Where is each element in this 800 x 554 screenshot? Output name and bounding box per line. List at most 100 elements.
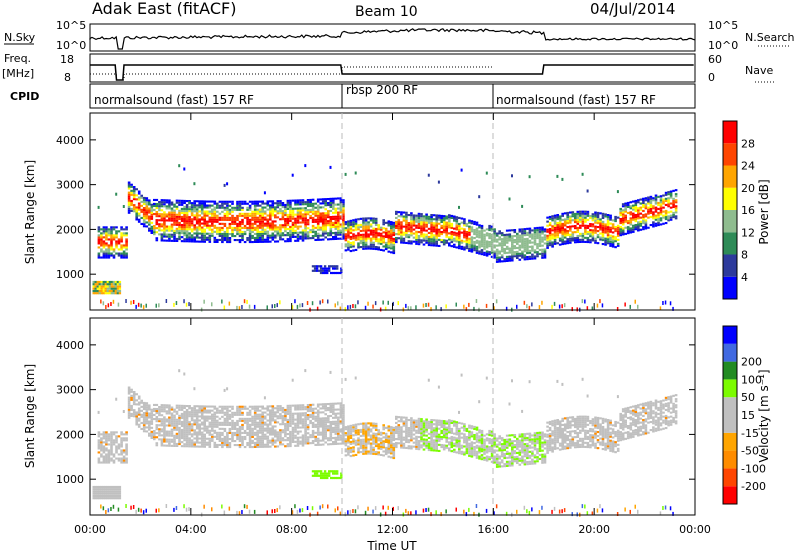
power-cell <box>357 244 360 247</box>
power-cell <box>221 226 224 229</box>
power-cell <box>652 225 655 228</box>
power-cell <box>458 239 461 242</box>
velocity-cell <box>349 451 353 454</box>
power-cell <box>402 217 406 220</box>
power-cell <box>316 224 320 227</box>
power-cell <box>637 227 640 230</box>
power-cell <box>516 304 518 309</box>
power-cell <box>206 222 209 225</box>
power-cell <box>183 216 186 219</box>
velocity-cell <box>165 438 169 441</box>
velocity-cell <box>213 425 217 428</box>
velocity-cell <box>306 436 310 439</box>
power-cell <box>442 219 446 222</box>
power-cell <box>223 183 226 187</box>
power-cell <box>420 231 423 234</box>
power-cell <box>148 207 151 210</box>
power-cell <box>163 221 166 224</box>
power-cell <box>546 244 549 247</box>
velocity-cell <box>231 436 234 439</box>
power-cell <box>221 210 224 213</box>
power-cell <box>170 235 174 238</box>
power-cell <box>248 204 252 207</box>
power-cell <box>97 226 101 229</box>
power-cell <box>442 243 446 246</box>
velocity-cell <box>238 407 242 410</box>
power-cell <box>221 239 224 242</box>
power-cell <box>102 301 105 306</box>
power-cell <box>478 240 481 243</box>
power-cell <box>296 304 299 309</box>
velocity-cell <box>276 508 278 513</box>
power-cell <box>558 225 562 228</box>
power-cell <box>299 203 302 206</box>
velocity-cell <box>352 434 355 437</box>
power-cell <box>662 222 665 225</box>
velocity-cell <box>251 431 254 434</box>
power-cell <box>364 229 368 232</box>
power-cell <box>137 214 141 217</box>
power-cell <box>485 228 489 231</box>
power-cell <box>334 207 338 210</box>
power-cell <box>301 219 305 222</box>
velocity-cell <box>130 394 133 397</box>
power-cell <box>468 225 471 228</box>
velocity-cell <box>342 422 345 425</box>
power-cell <box>271 222 275 225</box>
velocity-cell <box>243 429 247 432</box>
power-cell <box>410 212 413 215</box>
power-cell <box>395 237 398 240</box>
power-cell <box>352 225 355 228</box>
velocity-cell <box>304 408 307 411</box>
power-cell <box>621 233 625 236</box>
power-cell <box>289 217 292 220</box>
power-cell <box>347 240 350 243</box>
power-cell <box>611 241 615 244</box>
velocity-cell <box>337 436 340 439</box>
power-cell <box>427 237 431 240</box>
power-cell <box>586 236 590 239</box>
velocity-cell <box>299 408 302 411</box>
power-cell <box>367 217 370 220</box>
power-cell <box>566 219 569 222</box>
power-cell <box>238 212 242 215</box>
power-cell <box>97 234 101 237</box>
power-cell <box>654 222 658 225</box>
power-cell <box>198 222 201 225</box>
power-cell <box>372 304 374 309</box>
power-cell <box>294 225 297 228</box>
velocity-cell <box>221 411 224 414</box>
power-cell <box>190 220 194 223</box>
power-cell <box>556 222 559 225</box>
power-cell <box>407 240 411 243</box>
power-cell <box>637 225 640 228</box>
power-cell <box>518 254 522 257</box>
power-cell <box>279 226 282 229</box>
power-cell <box>116 287 120 290</box>
power-cell <box>591 306 594 311</box>
power-cell <box>180 209 184 212</box>
velocity-cell <box>140 409 143 412</box>
power-cell <box>485 240 489 243</box>
power-cell <box>485 232 489 235</box>
power-cell <box>211 208 214 211</box>
power-cell <box>173 237 176 240</box>
velocity-cell <box>306 424 310 427</box>
power-cell <box>236 229 239 232</box>
power-cell <box>163 227 166 230</box>
power-cell <box>450 245 454 248</box>
power-cell <box>397 223 401 226</box>
power-cell <box>425 239 428 242</box>
velocity-cell <box>198 431 201 434</box>
power-cell <box>311 226 315 229</box>
power-cell <box>316 200 320 203</box>
velocity-cell <box>324 407 327 410</box>
power-cell <box>667 197 670 200</box>
power-cell <box>405 231 408 234</box>
velocity-cell <box>155 412 159 415</box>
velocity-cell <box>155 410 159 413</box>
power-cell <box>624 220 627 223</box>
power-cell <box>281 226 285 229</box>
